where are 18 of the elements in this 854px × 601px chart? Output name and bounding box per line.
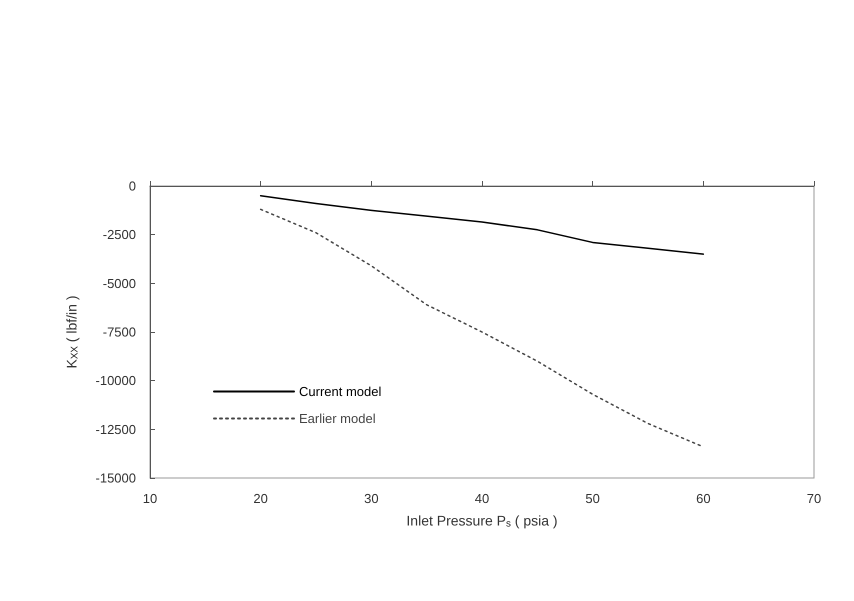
y-tick-label: -5000 <box>102 276 136 291</box>
y-tick-label: 0 <box>128 178 136 194</box>
x-tick-label: 50 <box>585 491 600 506</box>
line-series <box>260 194 704 255</box>
x-tick-label: 60 <box>696 491 711 506</box>
x-tick-label: 10 <box>142 491 158 506</box>
x-tick-label: 20 <box>253 491 268 506</box>
text: Current model <box>299 384 382 399</box>
text: Earlier model <box>299 411 376 426</box>
x-tick-label: 30 <box>364 491 379 506</box>
x-tick-label: 40 <box>474 491 490 506</box>
y-tick-label: -12500 <box>96 422 136 437</box>
y-tick-label: -2500 <box>102 227 136 242</box>
x-tick-label: 70 <box>806 491 822 506</box>
y-tick-label: -7500 <box>102 324 136 340</box>
y-axis-title: KXX ( lbf/in ) <box>64 296 80 368</box>
y-tick-label: -15000 <box>96 470 136 486</box>
y-tick-label: -10000 <box>96 373 136 388</box>
